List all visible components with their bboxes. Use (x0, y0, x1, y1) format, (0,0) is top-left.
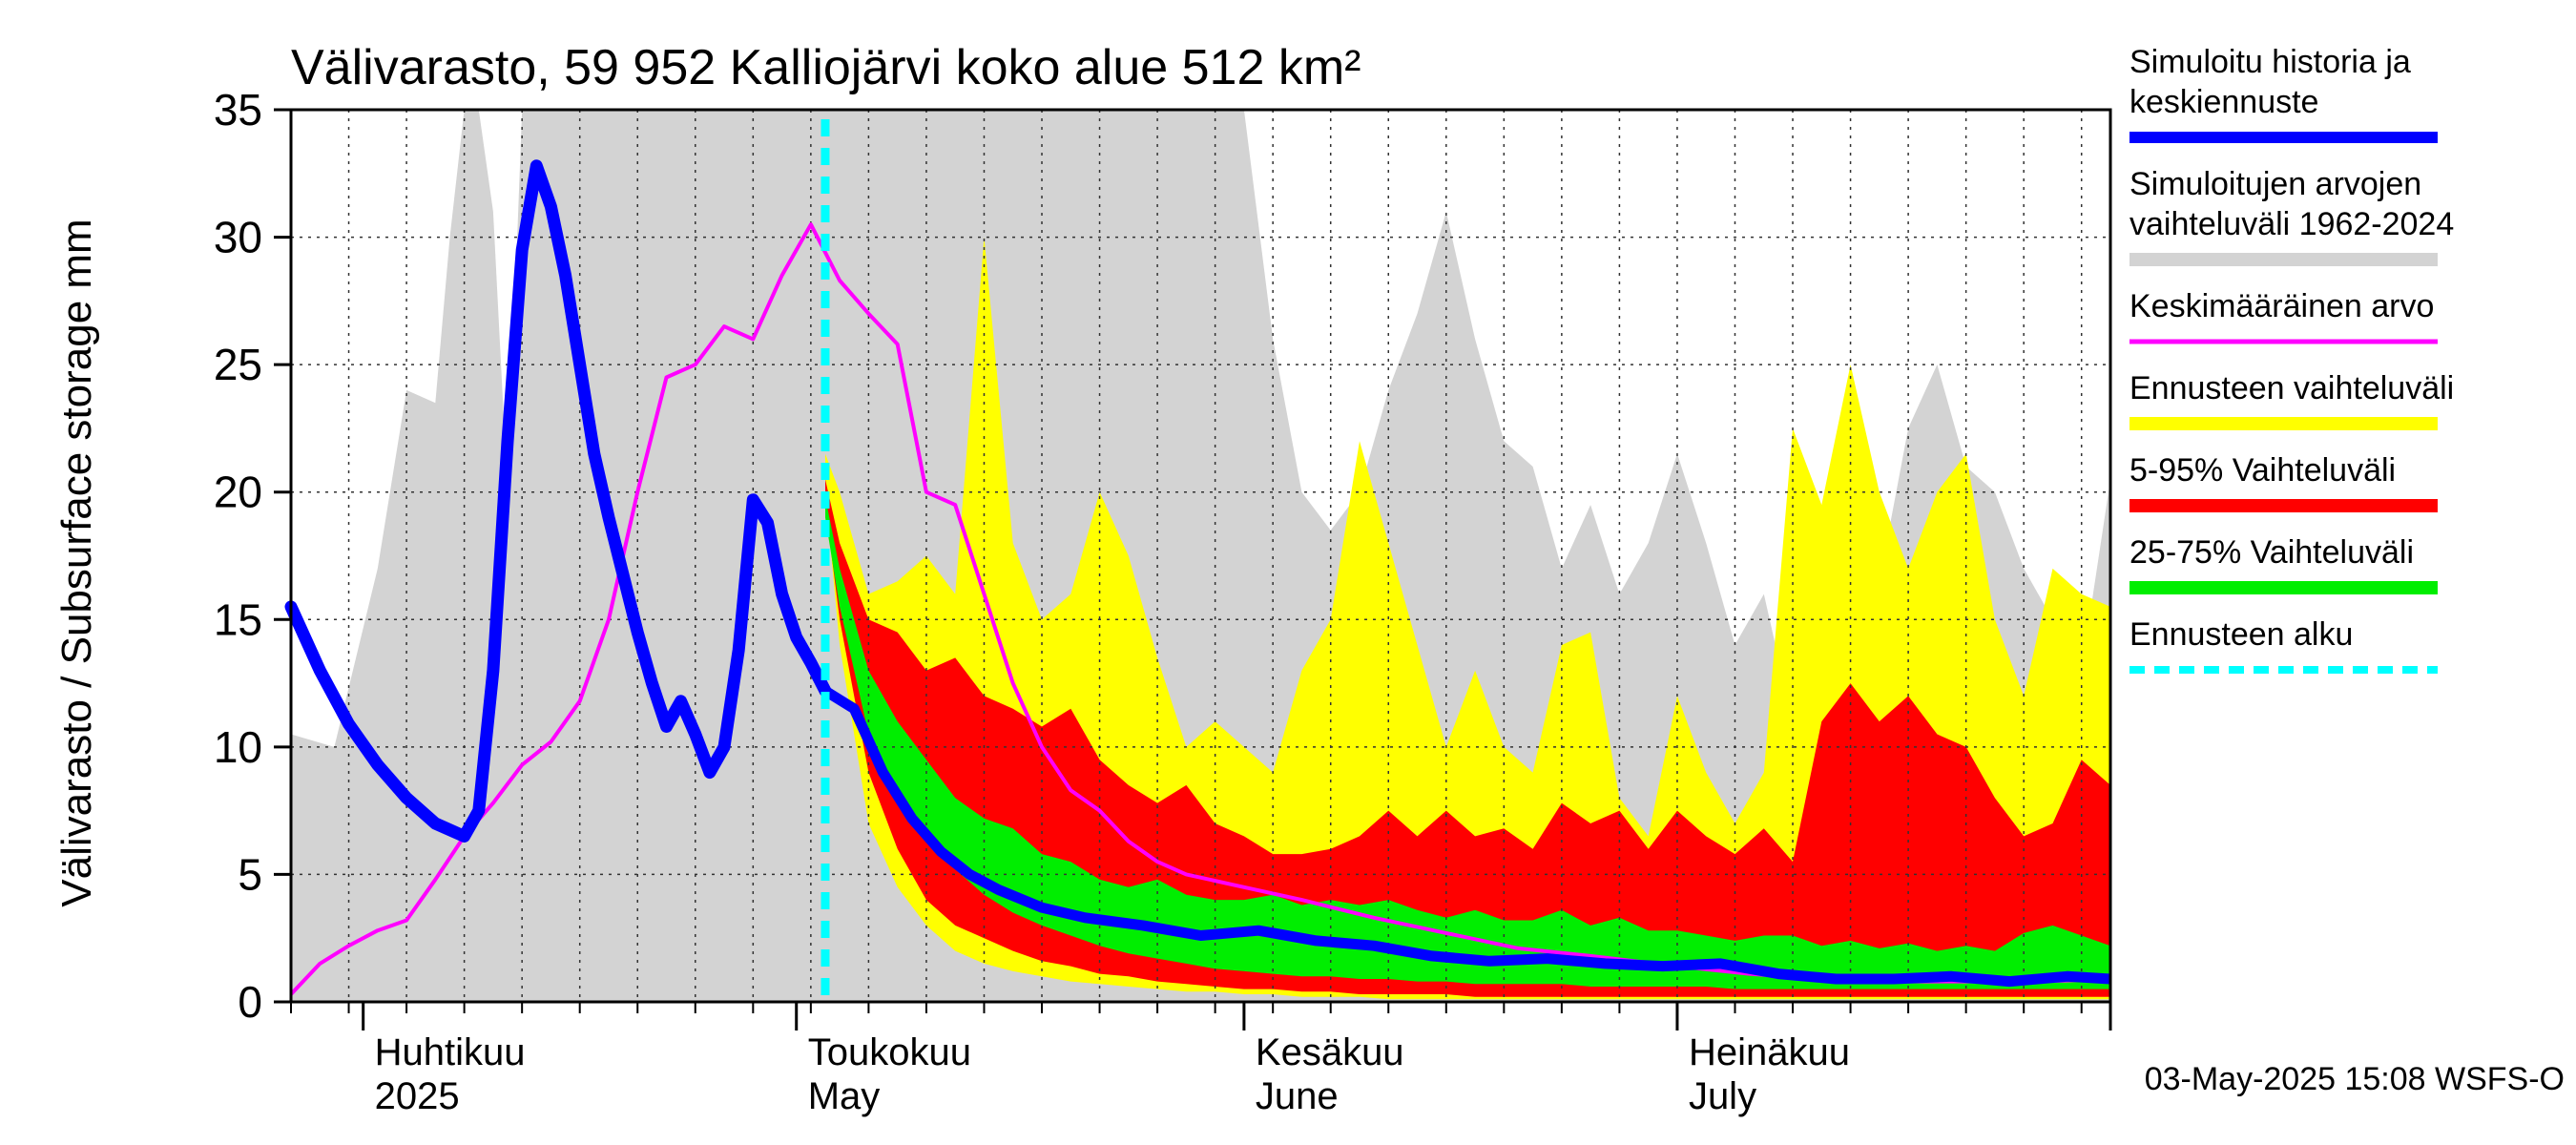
plot-area: 05101520253035Huhtikuu2025ToukokuuMayKes… (214, 85, 2112, 1117)
legend-item-history: Simuloitu historia ja keskiennuste (2129, 44, 2438, 143)
legend-label: Keskimääräinen arvo (2129, 288, 2434, 324)
legend-item-mean: Keskimääräinen arvo (2129, 288, 2438, 344)
legend-label: Ennusteen vaihteluväli (2129, 370, 2454, 406)
legend-item-range_hist: Simuloitujen arvojen vaihteluväli 1962-20… (2129, 166, 2454, 266)
legend-item-forecast_range: Ennusteen vaihteluväli (2129, 370, 2454, 430)
forecast-median-line (822, 686, 2111, 988)
legend-item-forecast_start: Ennusteen alku (2129, 616, 2438, 674)
legend-label: keskiennuste (2129, 84, 2318, 120)
legend-label: 25-75% Vaihteluväli (2129, 534, 2414, 571)
legend-label: vaihteluväli 1962-2024 (2129, 206, 2454, 242)
x-month-sublabel: July (1689, 1075, 1756, 1117)
x-month-label: Toukokuu (808, 1031, 971, 1073)
x-month-label: Heinäkuu (1689, 1031, 1850, 1073)
timestamp-label: 03-May-2025 15:08 WSFS-O (2145, 1061, 2565, 1097)
x-month-label: Huhtikuu (375, 1031, 526, 1073)
legend-item-p5_95: 5-95% Vaihteluväli (2129, 452, 2438, 512)
legend-label: Simuloitujen arvojen (2129, 166, 2421, 202)
legend-label: 5-95% Vaihteluväli (2129, 452, 2396, 489)
history-series-line (284, 159, 832, 843)
y-tick-label: 10 (214, 722, 262, 772)
y-tick-label: 5 (238, 849, 262, 899)
x-month-sublabel: 2025 (375, 1075, 460, 1117)
y-tick-label: 0 (238, 977, 262, 1027)
grid (291, 110, 2110, 1002)
plot-frame (289, 108, 2112, 1004)
y-tick-label: 35 (214, 85, 262, 135)
y-tick-label: 15 (214, 594, 262, 644)
y-tick-label: 20 (214, 468, 262, 517)
historical-range-band (291, 110, 2110, 1002)
p5-95-band (825, 479, 2110, 997)
chart-title: Välivarasto, 59 952 Kalliojärvi koko alu… (291, 40, 1361, 95)
legend-label: Ennusteen alku (2129, 616, 2353, 653)
x-month-sublabel: May (808, 1075, 881, 1117)
legend: Simuloitu historia jakeskiennusteSimuloi… (2129, 44, 2454, 674)
y-tick-label: 30 (214, 213, 262, 262)
mean-series-line (289, 222, 2111, 996)
y-tick-label: 25 (214, 340, 262, 389)
x-month-sublabel: June (1256, 1075, 1339, 1117)
y-axis-label: Välivarasto / Subsurface storage mm (53, 219, 100, 906)
legend-label: Simuloitu historia ja (2129, 44, 2411, 80)
legend-item-p25_75: 25-75% Vaihteluväli (2129, 534, 2438, 594)
x-month-label: Kesäkuu (1256, 1031, 1404, 1073)
